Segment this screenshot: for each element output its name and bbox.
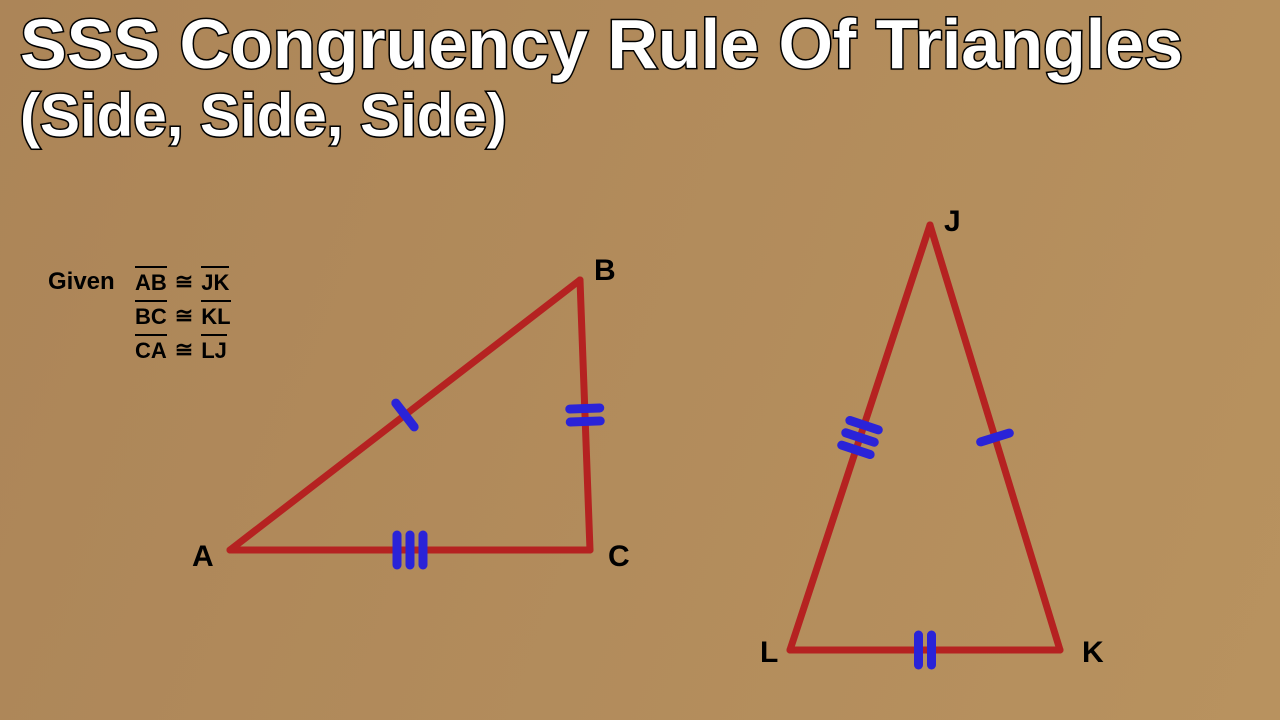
vertex-label: C xyxy=(608,540,630,574)
triangle-side xyxy=(580,280,590,550)
vertex-label: L xyxy=(760,636,778,670)
vertex-label: A xyxy=(192,540,214,574)
tick-mark xyxy=(842,445,870,454)
tick-mark xyxy=(570,408,600,409)
diagram-svg xyxy=(0,0,1280,720)
tick-mark xyxy=(570,421,600,422)
vertex-label: B xyxy=(594,254,616,288)
tick-mark xyxy=(846,433,874,442)
vertex-label: J xyxy=(944,205,961,239)
vertex-label: K xyxy=(1082,636,1104,670)
tick-mark xyxy=(850,420,878,429)
tick-mark xyxy=(981,433,1010,442)
